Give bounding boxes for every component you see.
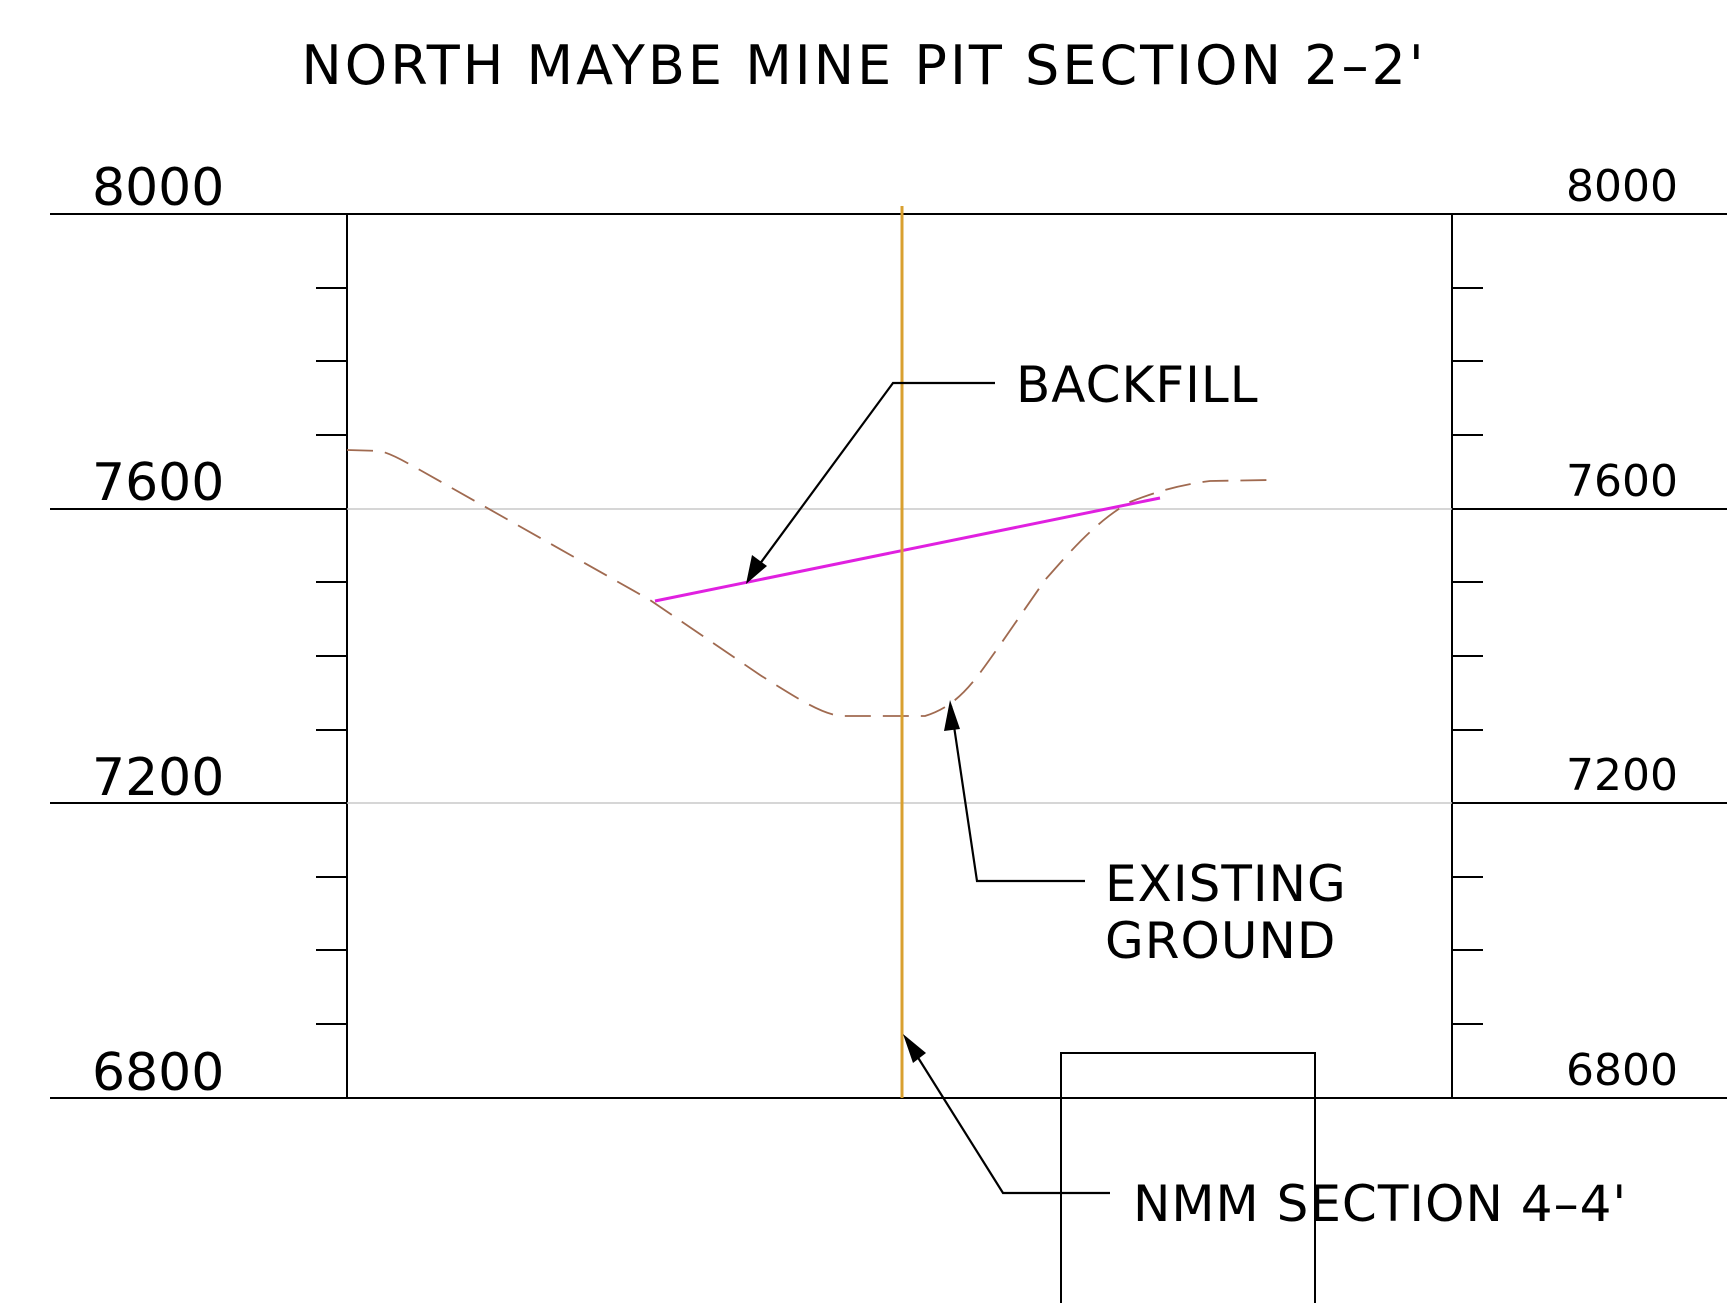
right-elevation-label-8000: 8000 [1566,161,1678,212]
existing-ground-profile [346,449,1271,717]
diagram-title: NORTH MAYBE MINE PIT SECTION 2–2' [301,34,1426,97]
right-elevation-label-6800: 6800 [1566,1045,1678,1096]
existing-ground-label-line1: EXISTING [1105,855,1347,913]
left-elevation-label-7200: 7200 [92,748,224,808]
existing-ground-arrowhead [944,700,960,731]
right-elevation-label-7200: 7200 [1566,750,1678,801]
backfill-leader-line [747,381,995,581]
backfill-arrowhead [746,555,767,584]
reference-box [1060,1052,1316,1303]
left-elevation-label-8000: 8000 [92,158,224,218]
left-elevation-label-6800: 6800 [92,1043,224,1103]
backfill-line [654,496,1161,603]
backfill-label: BACKFILL [1016,356,1259,414]
left-minor-ticks [316,287,347,1025]
existing-ground-leader-line [949,705,1085,883]
nmm-section-label: NMM SECTION 4–4' [1133,1175,1627,1233]
nmm-section-arrowhead [903,1034,926,1063]
left-elevation-label-7600: 7600 [92,453,224,513]
right-minor-ticks [1452,287,1483,1025]
right-elevation-label-7600: 7600 [1566,456,1678,507]
nmm-section-leader-line [906,1039,1110,1195]
existing-ground-label-line2: GROUND [1105,912,1336,970]
